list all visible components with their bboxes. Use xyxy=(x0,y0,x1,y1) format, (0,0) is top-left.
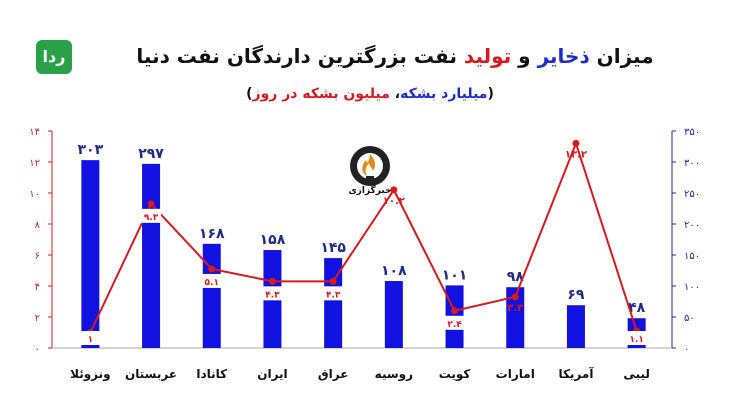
reserve-value-label: ۱۵۸ xyxy=(260,232,286,248)
production-point xyxy=(390,186,398,194)
right-tick-label: ۳۰۰ xyxy=(684,158,700,169)
production-label-box xyxy=(262,286,283,301)
reserve-bar xyxy=(506,287,525,348)
category-label: ایران xyxy=(257,367,287,381)
title-part2: ذخایر xyxy=(537,44,590,68)
reserve-value-label: ۲۹۷ xyxy=(138,146,164,162)
reserve-value-label: ۱۴۵ xyxy=(320,240,346,256)
production-point xyxy=(572,139,580,147)
production-value-label: ۲.۴ xyxy=(447,320,462,330)
left-tick-label: ۶ xyxy=(35,251,40,262)
production-point xyxy=(329,277,337,285)
production-value-label: ۴.۳ xyxy=(326,290,341,300)
production-point xyxy=(451,307,459,315)
subtitle-part4: میلیون بشکه در روز xyxy=(252,86,390,102)
reserve-value-label: ۴۸ xyxy=(628,300,646,316)
category-label: امارات xyxy=(496,367,535,381)
left-tick-label: ۱۲ xyxy=(29,158,40,169)
category-label: ونزوئلا xyxy=(70,367,111,382)
chart-title: میزان ذخایر و تولید نفت بزرگترین دارندگا… xyxy=(85,44,705,68)
right-tick-label: ۲۰۰ xyxy=(684,220,700,231)
left-tick-label: ۴ xyxy=(35,282,40,293)
production-label-box xyxy=(323,286,344,301)
oil-flame-icon xyxy=(350,146,390,186)
left-tick-label: ۸ xyxy=(35,220,41,231)
category-label: کانادا xyxy=(196,367,227,381)
production-value-label: ۹.۳ xyxy=(144,213,159,223)
right-tick-label: ۱۵۰ xyxy=(684,251,700,262)
category-label: عراق xyxy=(318,367,349,381)
subtitle-part3: ، xyxy=(389,86,401,102)
production-point xyxy=(208,265,216,273)
production-value-label: ۱۰.۲ xyxy=(383,196,405,207)
reserve-value-label: ۱۰۱ xyxy=(442,267,468,283)
production-label-box xyxy=(141,208,162,223)
production-line xyxy=(89,140,638,333)
production-label-box xyxy=(201,273,222,288)
production-label-box xyxy=(444,315,465,330)
production-value-label: ۵.۱ xyxy=(205,278,219,288)
title-part4: تولید xyxy=(463,44,512,68)
reserve-value-label: ۶۹ xyxy=(567,287,585,303)
reserve-value-label: ۹۸ xyxy=(507,269,525,285)
production-point xyxy=(511,293,519,301)
chart-subtitle: (میلیارد بشکه، میلیون بشکه در روز) xyxy=(160,86,580,102)
category-label: لیبی xyxy=(623,367,649,381)
left-tick-label: ۱۰ xyxy=(29,189,40,200)
reserve-bar xyxy=(81,160,100,348)
category-label: روسیه xyxy=(375,367,413,382)
subtitle-part1: ( xyxy=(487,86,494,102)
reserve-bar xyxy=(142,163,161,348)
right-tick-label: ۳۵۰ xyxy=(684,127,700,138)
reserve-bar xyxy=(202,243,221,348)
emblem-text: خبرگزاری xyxy=(348,186,392,196)
production-value-label: ۴.۳ xyxy=(265,290,280,300)
title-part1: میزان xyxy=(589,44,654,68)
reserve-value-label: ۱۰۸ xyxy=(381,263,407,279)
reserve-bar xyxy=(566,305,585,348)
reserve-value-label: ۱۶۸ xyxy=(199,226,225,242)
production-value-label: ۱ xyxy=(88,335,94,345)
left-tick-label: ۲ xyxy=(35,313,40,324)
production-label-box xyxy=(80,331,101,345)
category-label: آمریکا xyxy=(558,366,594,381)
production-label-box xyxy=(626,331,647,345)
category-label: کویت xyxy=(439,367,471,382)
right-tick-label: ۱۰۰ xyxy=(684,282,700,293)
production-value-label: ۱.۱ xyxy=(629,335,643,345)
left-tick-label: ۰ xyxy=(35,344,40,355)
subtitle-part2: میلیارد بشکه xyxy=(400,86,488,102)
production-value-label: ۳.۳ xyxy=(507,303,523,314)
title-part3: و xyxy=(511,44,538,68)
production-value-label: ۱۳.۲ xyxy=(565,149,587,160)
title-part5: نفت بزرگترین دارندگان نفت دنیا xyxy=(136,44,464,68)
right-tick-label: ۲۵۰ xyxy=(684,189,700,200)
production-point xyxy=(147,200,155,208)
logo-text: ردا xyxy=(42,47,66,66)
rada-logo: ردا xyxy=(36,40,72,74)
right-tick-label: ۰ xyxy=(684,344,689,355)
production-point xyxy=(268,277,276,285)
reserve-bar xyxy=(384,281,403,348)
reserve-value-label: ۳۰۳ xyxy=(78,142,104,158)
left-tick-label: ۱۴ xyxy=(29,127,40,138)
category-label: عربستان xyxy=(125,367,177,381)
subtitle-part5: ) xyxy=(246,86,253,102)
right-tick-label: ۵۰ xyxy=(684,313,695,324)
